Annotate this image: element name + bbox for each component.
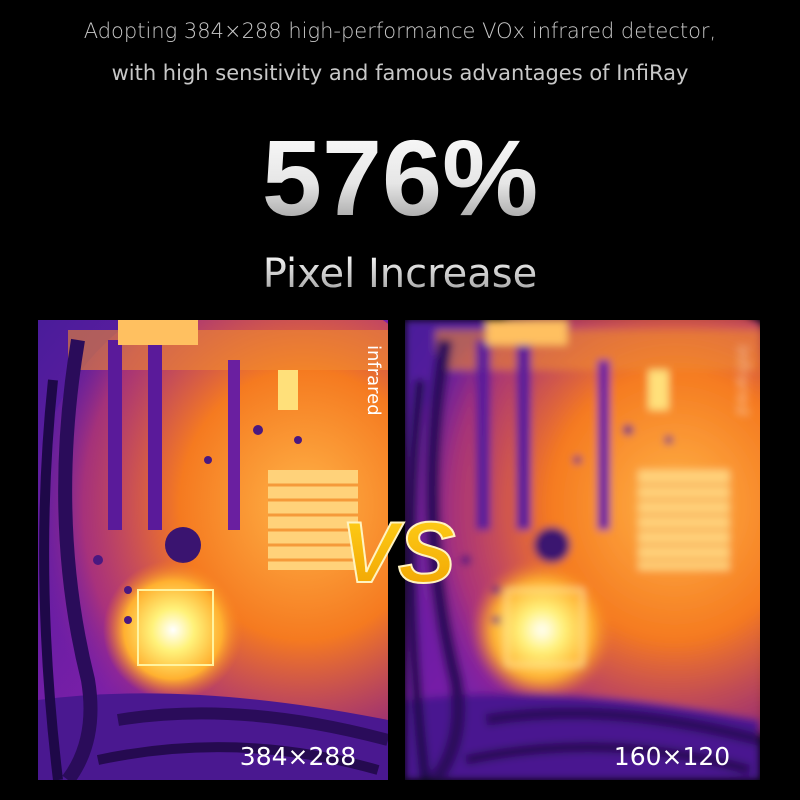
watermark-right: infrared: [732, 345, 753, 416]
watermark-left: infrared: [363, 345, 384, 416]
headline-caption: Pixel Increase: [263, 251, 538, 297]
header-line-2: with high sensitivity and famous advanta…: [112, 61, 689, 85]
headline-value: 576%: [262, 117, 538, 238]
resolution-right: 160×120: [614, 742, 730, 771]
resolution-left: 384×288: [240, 742, 356, 771]
header-line-1: Adopting 384×288 high-performance VOx in…: [84, 19, 717, 43]
vs-label: VS: [341, 505, 456, 601]
